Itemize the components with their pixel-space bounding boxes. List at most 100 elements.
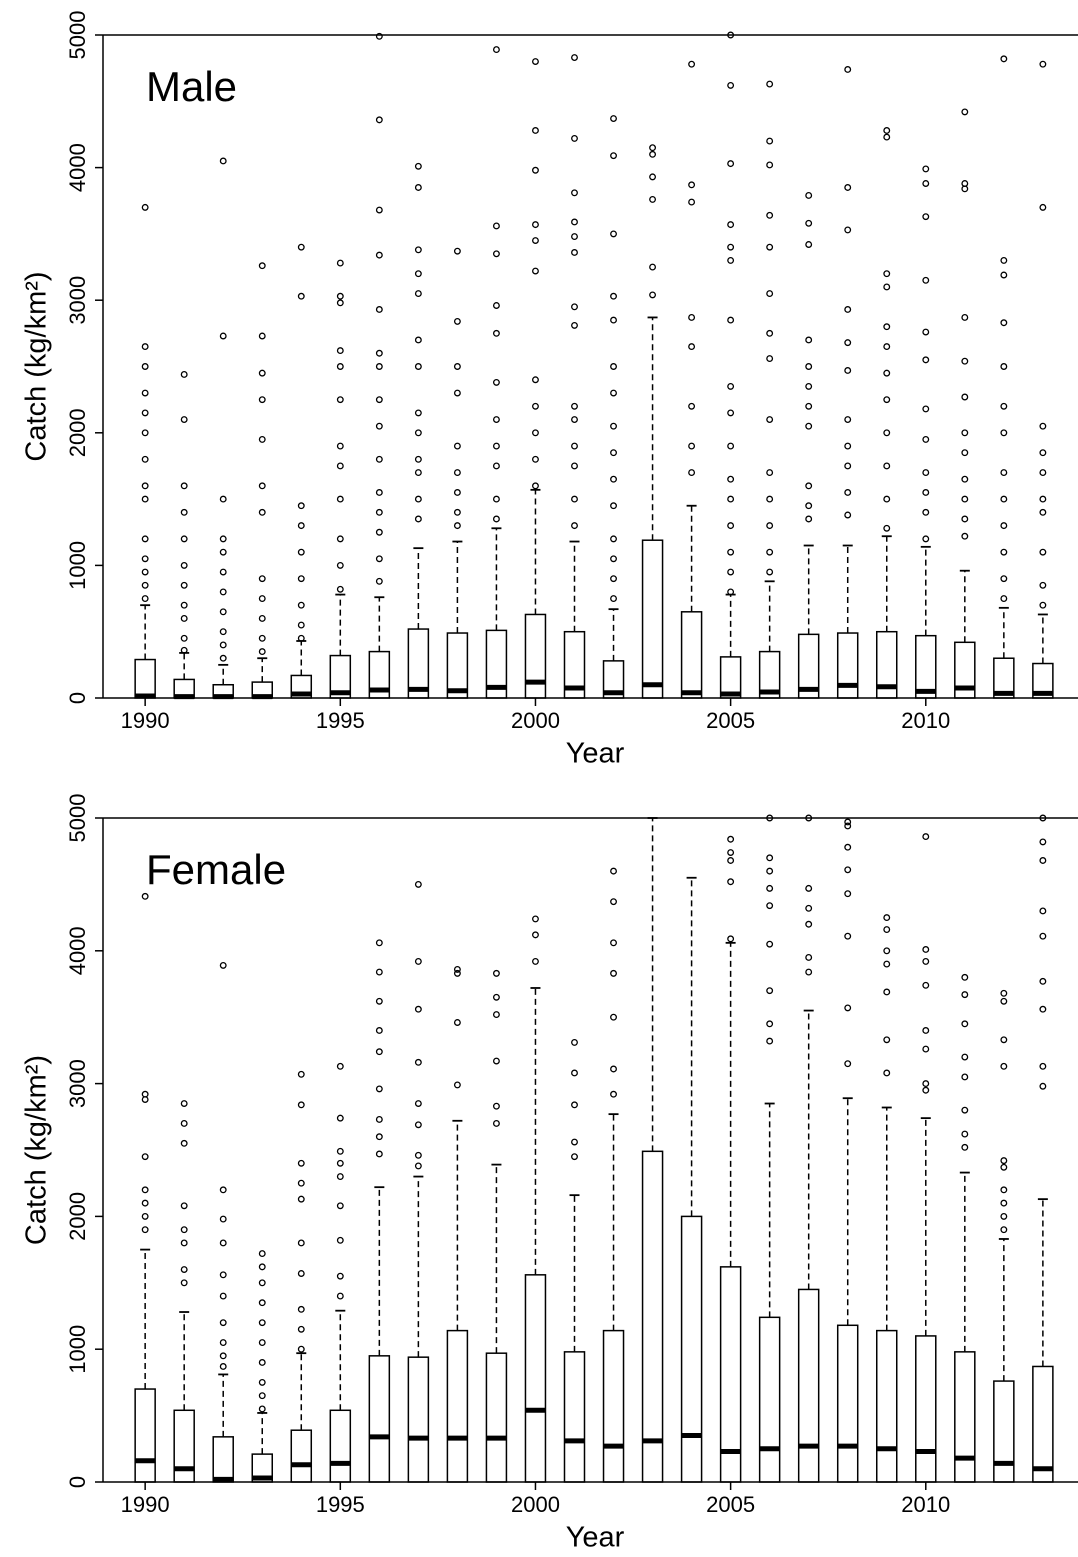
outlier (766, 987, 774, 995)
outlier (1039, 469, 1047, 477)
box (173, 1409, 195, 1483)
x-tick-label: 2005 (706, 708, 755, 733)
outlier (180, 482, 188, 490)
outlier (336, 585, 344, 593)
outlier (141, 455, 149, 463)
box (407, 1356, 430, 1483)
outlier (414, 1058, 422, 1066)
outlier (1039, 548, 1047, 556)
outlier (922, 1080, 930, 1088)
outlier (922, 1045, 930, 1053)
outlier (727, 256, 735, 264)
outlier (375, 206, 383, 214)
outlier (922, 981, 930, 989)
outlier (610, 316, 617, 324)
outlier (180, 1100, 188, 1107)
outlier (141, 1199, 149, 1207)
outlier (1039, 581, 1047, 589)
y-axis-title: Catch (kg/km²) (21, 271, 53, 461)
outlier (844, 822, 852, 830)
outlier (258, 1299, 266, 1307)
outlier (532, 267, 539, 275)
outlier (219, 1339, 227, 1347)
outlier (766, 161, 774, 169)
outlier (610, 292, 617, 300)
outlier (258, 332, 266, 340)
outlier (961, 1073, 969, 1081)
outlier (1039, 1082, 1047, 1090)
outlier (532, 957, 539, 965)
outlier (336, 495, 344, 503)
outlier (571, 233, 578, 241)
y-axis-title: Catch (kg/km²) (21, 1055, 53, 1245)
outlier (336, 1292, 344, 1300)
plot-area (134, 31, 1054, 700)
outlier (219, 628, 227, 636)
outlier (453, 508, 461, 516)
outlier (453, 317, 461, 325)
y-tick-label: 2000 (65, 408, 90, 457)
outlier (571, 1038, 578, 1046)
outlier (844, 1004, 852, 1012)
y-tick-label: 1000 (65, 541, 90, 590)
outlier (961, 1053, 969, 1061)
outlier (922, 1086, 930, 1094)
outlier (336, 259, 344, 267)
outlier (297, 1101, 305, 1109)
outlier (922, 356, 930, 364)
outlier (844, 866, 852, 874)
outlier (1039, 857, 1047, 864)
outlier (610, 575, 617, 583)
outlier (453, 389, 461, 397)
outlier (922, 328, 930, 336)
outlier (1039, 932, 1047, 940)
outlier (844, 489, 852, 496)
outlier (883, 429, 891, 437)
outlier (336, 396, 344, 404)
outlier (375, 508, 383, 516)
outlier (375, 939, 383, 947)
outlier (922, 833, 930, 841)
outlier (414, 495, 422, 503)
outlier (141, 1226, 149, 1234)
outlier (571, 134, 578, 142)
outlier (571, 218, 578, 226)
outlier (414, 469, 422, 477)
outlier (532, 221, 539, 229)
outlier (414, 1121, 422, 1129)
outlier (766, 495, 774, 503)
outlier (1000, 1199, 1008, 1207)
outlier (219, 495, 227, 503)
box (915, 634, 937, 699)
outlier (727, 849, 735, 856)
outlier (414, 1100, 422, 1107)
outlier (727, 81, 735, 89)
outlier (805, 953, 813, 961)
box (680, 1215, 703, 1483)
outlier (453, 1081, 461, 1089)
outlier (805, 363, 813, 370)
outlier (610, 422, 617, 430)
outlier (414, 957, 422, 965)
outlier (414, 162, 422, 170)
outlier (492, 302, 500, 309)
outlier (141, 581, 149, 589)
outlier (336, 1202, 344, 1210)
outlier (688, 442, 696, 450)
outlier (571, 442, 578, 450)
outlier (805, 241, 813, 248)
outlier (414, 880, 422, 888)
outlier (258, 435, 266, 443)
y-tick-label: 2000 (65, 1192, 90, 1241)
outlier (141, 595, 149, 602)
x-tick-label: 1995 (316, 1492, 365, 1517)
outlier (922, 469, 930, 477)
box (993, 1380, 1015, 1483)
outlier (688, 181, 696, 189)
outlier (141, 203, 149, 211)
outlier (453, 1019, 461, 1026)
outlier (883, 270, 891, 278)
outlier (883, 1069, 891, 1077)
outlier (414, 1162, 422, 1170)
outlier (219, 1215, 227, 1223)
